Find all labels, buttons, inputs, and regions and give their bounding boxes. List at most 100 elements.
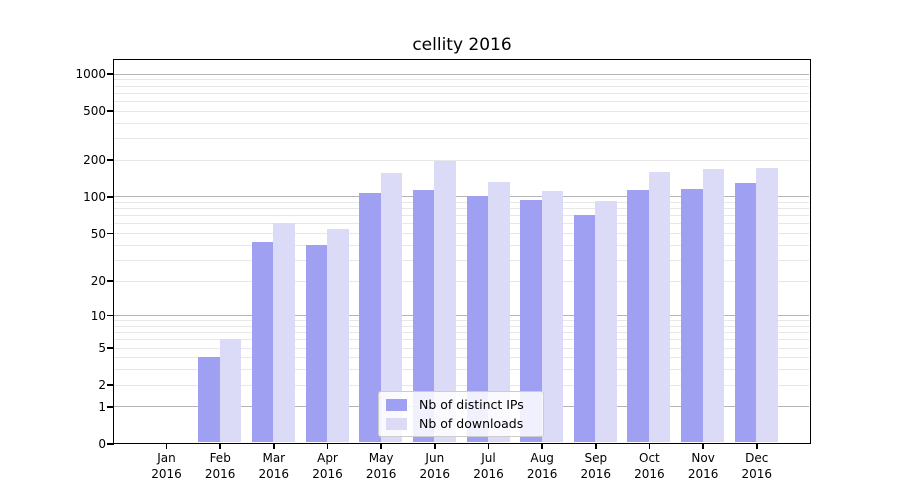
bar-dec-distinct-ips (734, 182, 757, 442)
bar-oct-distinct-ips (627, 190, 649, 442)
minor-gridline-70 (114, 215, 809, 217)
x-tick-label-dec: Dec 2016 (725, 451, 789, 482)
x-tick-year: 2016 (258, 466, 290, 481)
plot-area (113, 59, 811, 444)
x-tick-label-may: May 2016 (349, 451, 413, 482)
y-tick-mark-500 (107, 110, 114, 112)
y-tick-label-2: 2 (98, 378, 106, 393)
x-tick-year: 2016 (741, 466, 773, 481)
bar-feb-downloads (219, 339, 242, 442)
bar-mar-downloads (273, 222, 295, 442)
x-tick-month: Jan (157, 451, 176, 465)
y-tick-mark-1000 (107, 73, 114, 75)
minor-gridline-4 (114, 357, 809, 359)
y-tick-mark-200 (107, 159, 114, 161)
minor-gridline-30 (114, 259, 809, 261)
bar-sep-distinct-ips (573, 215, 596, 442)
chart-title: cellity 2016 (412, 35, 512, 55)
minor-gridline-9 (114, 320, 809, 322)
y-tick-label-50: 50 (90, 226, 106, 241)
x-tick-month: May (368, 451, 394, 465)
x-tick-year: 2016 (634, 466, 665, 481)
y-tick-label-5: 5 (98, 341, 106, 356)
minor-gridline-400 (114, 122, 809, 124)
bar-apr-downloads (327, 228, 349, 442)
y-tick-label-200: 200 (83, 153, 106, 167)
bar-oct-downloads (648, 172, 671, 442)
y-tick-label-1000: 1000 (75, 67, 106, 81)
x-tick-year: 2016 (419, 466, 451, 481)
x-tick-mark-jul (487, 444, 490, 449)
minor-gridline-900 (114, 79, 809, 81)
minor-gridline-50 (114, 233, 809, 234)
minor-gridline-300 (114, 137, 809, 139)
x-tick-month: Dec (745, 451, 769, 465)
x-tick-mark-may (380, 444, 382, 449)
legend-label-distinct-ips: Nb of distinct IPs (419, 396, 524, 412)
x-tick-month: Jun (425, 451, 445, 465)
x-tick-label-mar: Mar 2016 (242, 451, 306, 482)
x-tick-year: 2016 (526, 466, 558, 481)
x-tick-month: Mar (262, 451, 286, 465)
x-tick-label-oct: Oct 2016 (617, 451, 681, 482)
minor-gridline-5 (114, 347, 809, 349)
x-tick-month: Apr (317, 451, 338, 465)
minor-gridline-60 (114, 223, 809, 225)
minor-gridline-20 (114, 280, 809, 282)
x-tick-month: Nov (691, 451, 715, 465)
y-tick-mark-0 (107, 443, 114, 445)
legend-row-downloads: Nb of downloads (386, 416, 543, 432)
x-tick-mark-apr (326, 444, 329, 449)
x-tick-mark-mar (273, 444, 275, 449)
minor-gridline-800 (114, 85, 809, 87)
x-tick-mark-sep (595, 444, 597, 449)
y-tick-label-1: 1 (98, 399, 106, 414)
minor-gridline-3 (114, 369, 809, 371)
bar-dec-downloads (756, 167, 778, 442)
x-tick-mark-nov (702, 444, 704, 449)
x-tick-month: Jul (481, 451, 496, 465)
major-gridline-100 (114, 196, 809, 198)
y-tick-label-0: 0 (98, 437, 106, 451)
y-tick-label-20: 20 (90, 274, 106, 288)
legend-label-downloads: Nb of downloads (419, 415, 524, 431)
y-tick-mark-5 (107, 347, 114, 349)
bar-may-distinct-ips (359, 192, 381, 442)
minor-gridline-2 (114, 384, 809, 386)
legend-row-distinct-ips: Nb of distinct IPs (386, 397, 543, 413)
x-tick-mark-feb (219, 444, 221, 449)
x-tick-year: 2016 (580, 466, 612, 481)
y-tick-mark-20 (107, 280, 114, 282)
bar-apr-distinct-ips (305, 244, 327, 442)
minor-gridline-40 (114, 244, 809, 246)
y-tick-label-10: 10 (90, 308, 106, 323)
x-tick-mark-jun (434, 444, 436, 449)
x-tick-month: Oct (639, 451, 660, 465)
y-tick-mark-10 (107, 314, 114, 317)
minor-gridline-8 (114, 325, 809, 327)
bar-mar-distinct-ips (251, 242, 274, 442)
x-tick-label-sep: Sep 2016 (564, 451, 628, 482)
bar-sep-downloads (595, 201, 617, 442)
legend-swatch-distinct-ips (386, 398, 407, 411)
x-tick-label-jul: Jul 2016 (457, 451, 521, 482)
x-tick-month: Aug (530, 451, 554, 465)
x-tick-label-jun: Jun 2016 (403, 451, 467, 482)
minor-gridline-90 (114, 202, 809, 203)
minor-gridline-500 (114, 110, 809, 112)
bar-feb-distinct-ips (198, 357, 220, 442)
x-tick-year: 2016 (365, 466, 397, 481)
y-tick-mark-50 (107, 232, 114, 235)
bar-nov-distinct-ips (681, 189, 703, 442)
x-tick-month: Feb (209, 451, 231, 465)
minor-gridline-7 (114, 332, 809, 334)
bar-aug-distinct-ips (520, 200, 542, 442)
bar-jun-distinct-ips (412, 190, 435, 442)
x-tick-year: 2016 (473, 466, 504, 481)
x-tick-month: Sep (584, 451, 608, 465)
bar-jun-downloads (434, 160, 456, 442)
x-tick-year: 2016 (687, 466, 719, 481)
minor-gridline-80 (114, 208, 809, 210)
y-tick-label-100: 100 (83, 189, 106, 204)
